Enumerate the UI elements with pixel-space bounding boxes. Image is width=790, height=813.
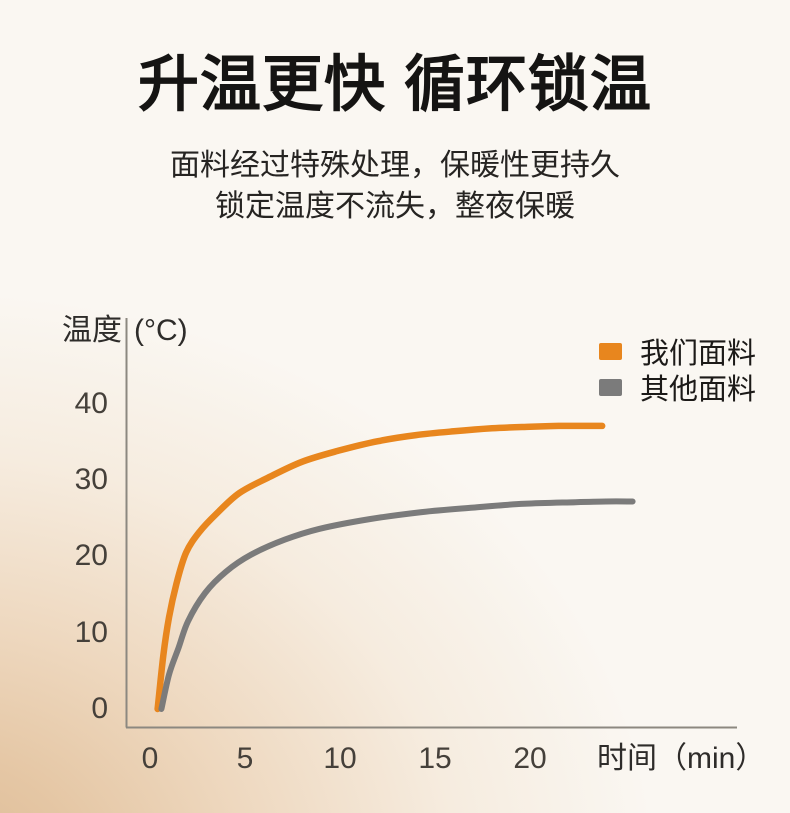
x-tick-label: 5 (236, 742, 254, 775)
y-tick-label: 40 (74, 386, 108, 420)
chart-legend: 我们面料 其他面料 (599, 334, 756, 406)
legend-item-our-fabric: 我们面料 (599, 334, 756, 370)
x-tick-label: 10 (323, 742, 357, 775)
subtitle-line-1: 面料经过特殊处理，保暖性更持久 (170, 149, 620, 182)
series-curve-1 (158, 498, 636, 712)
subtitle-line-2: 锁定温度不流失，整夜保暖 (215, 190, 575, 223)
y-tick-label: 30 (74, 463, 108, 497)
y-tick-label: 0 (91, 692, 108, 725)
legend-label-our-fabric: 我们面料 (640, 338, 757, 370)
y-tick-label: 10 (74, 615, 108, 649)
legend-item-other-fabric: 其他面料 (599, 370, 756, 406)
y-axis-unit: (°C) (134, 314, 188, 347)
series-curve-0 (154, 422, 606, 713)
page-title: 升温更快 循环锁温 (138, 50, 652, 118)
y-axis-title: 温度 (62, 314, 122, 347)
x-axis-title: 时间（min） (597, 742, 766, 775)
x-tick-label: 20 (513, 742, 547, 775)
x-tick-label: 0 (141, 742, 159, 775)
legend-label-other-fabric: 其他面料 (640, 374, 757, 406)
legend-swatch-other-fabric (599, 378, 622, 396)
y-tick-label: 20 (74, 539, 108, 573)
x-tick-label: 15 (418, 742, 452, 775)
legend-swatch-our-fabric (599, 342, 622, 360)
